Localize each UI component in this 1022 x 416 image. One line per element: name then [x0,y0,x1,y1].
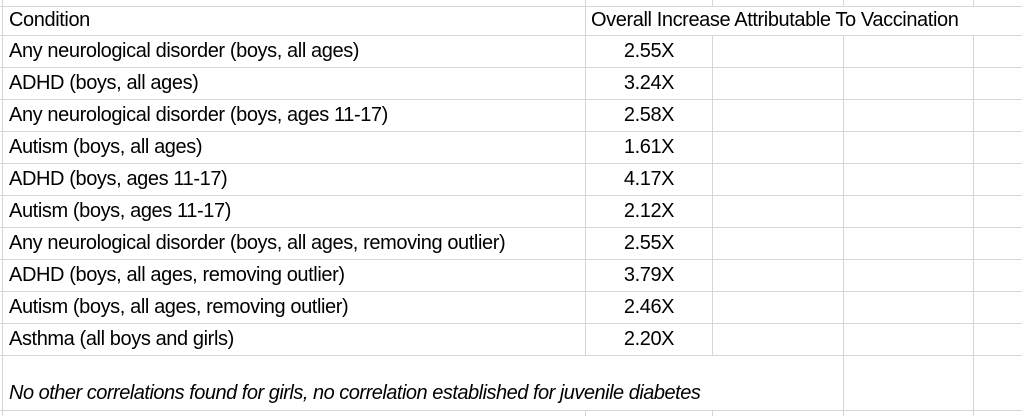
gridline [712,35,713,355]
gridline [712,0,713,6]
gridline [973,0,974,6]
value-cell[interactable]: 2.58X [623,104,675,126]
value-cell[interactable]: 2.46X [623,296,675,318]
gridline [0,163,1022,164]
condition-cell[interactable]: Any neurological disorder (boys, ages 11… [9,104,388,126]
condition-cell[interactable]: Autism (boys, ages 11-17) [9,200,231,222]
gridline [0,291,1022,292]
condition-cell[interactable]: Autism (boys, all ages) [9,136,203,158]
value-cell[interactable]: 2.12X [623,200,675,222]
condition-cell[interactable]: ADHD (boys, all ages) [9,72,199,94]
column-header-condition[interactable]: Condition [9,9,90,31]
gridline [712,410,713,416]
condition-cell[interactable]: Autism (boys, all ages, removing outlier… [9,296,349,318]
condition-cell[interactable]: ADHD (boys, ages 11-17) [9,168,228,190]
gridline [0,410,1022,411]
gridline [0,131,1022,132]
gridline [0,35,1022,36]
gridline [585,0,586,355]
gridline [0,6,1022,7]
footnote-cell[interactable]: No other correlations found for girls, n… [9,382,701,404]
condition-cell[interactable]: ADHD (boys, all ages, removing outlier) [9,264,345,286]
gridline [0,67,1022,68]
gridline [0,195,1022,196]
condition-cell[interactable]: Asthma (all boys and girls) [9,328,234,350]
gridline [973,35,974,416]
gridline [0,355,1022,356]
value-cell[interactable]: 1.61X [623,136,675,158]
value-cell[interactable]: 2.20X [623,328,675,350]
gridline [0,99,1022,100]
condition-cell[interactable]: Any neurological disorder (boys, all age… [9,40,360,62]
value-cell[interactable]: 2.55X [623,40,675,62]
column-header-overall-increase[interactable]: Overall Increase Attributable To Vaccina… [591,9,959,31]
value-cell[interactable]: 2.55X [623,232,675,254]
gridline [2,0,3,416]
gridline [843,35,844,416]
value-cell[interactable]: 3.24X [623,72,675,94]
value-cell[interactable]: 3.79X [623,264,675,286]
gridline [843,0,844,6]
value-cell[interactable]: 4.17X [623,168,675,190]
gridline [0,259,1022,260]
condition-cell[interactable]: Any neurological disorder (boys, all age… [9,232,506,254]
gridline [585,410,586,416]
gridline [0,323,1022,324]
gridline [0,227,1022,228]
